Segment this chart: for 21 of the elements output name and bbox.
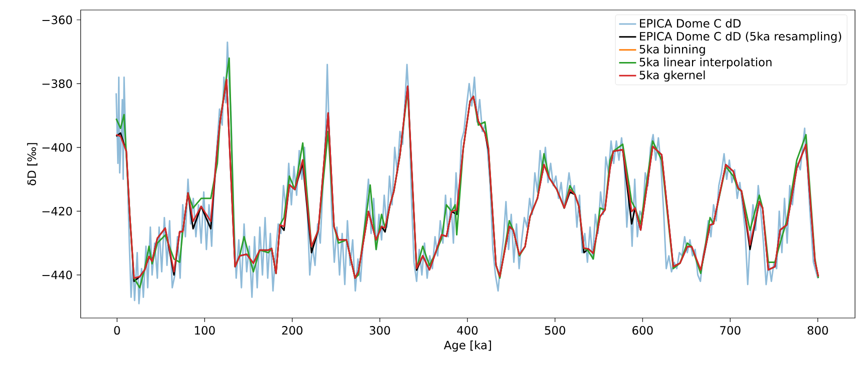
- y-tick-label: −360: [42, 16, 72, 24]
- x-tick-label: 200: [282, 326, 302, 335]
- legend-label: 5ka binning: [640, 44, 705, 56]
- x-axis-title: Age [ka]: [444, 340, 491, 352]
- y-tick-label: −400: [42, 143, 72, 152]
- x-tick-label: 800: [808, 326, 828, 335]
- legend-label: 5ka linear interpolation: [640, 58, 772, 69]
- x-tick-label: 100: [194, 326, 215, 335]
- x-tick-label: 700: [720, 326, 740, 335]
- legend-label: EPICA Dome C dD: [640, 18, 741, 28]
- x-tick-label: 400: [457, 326, 478, 335]
- x-tick-label: 0: [114, 326, 120, 335]
- legend-label: 5ka gkernel: [640, 70, 705, 82]
- y-tick-label: −420: [42, 206, 72, 216]
- y-tick-label: −380: [42, 79, 72, 88]
- y-axis-title: δD [‰]: [27, 143, 38, 186]
- x-tick-label: 500: [544, 326, 566, 335]
- x-tick-label: 300: [370, 326, 390, 335]
- y-tick-label: −440: [42, 270, 72, 280]
- x-tick-label: 600: [632, 326, 653, 335]
- legend-label: EPICA Dome C dD (5ka resampling): [640, 32, 842, 43]
